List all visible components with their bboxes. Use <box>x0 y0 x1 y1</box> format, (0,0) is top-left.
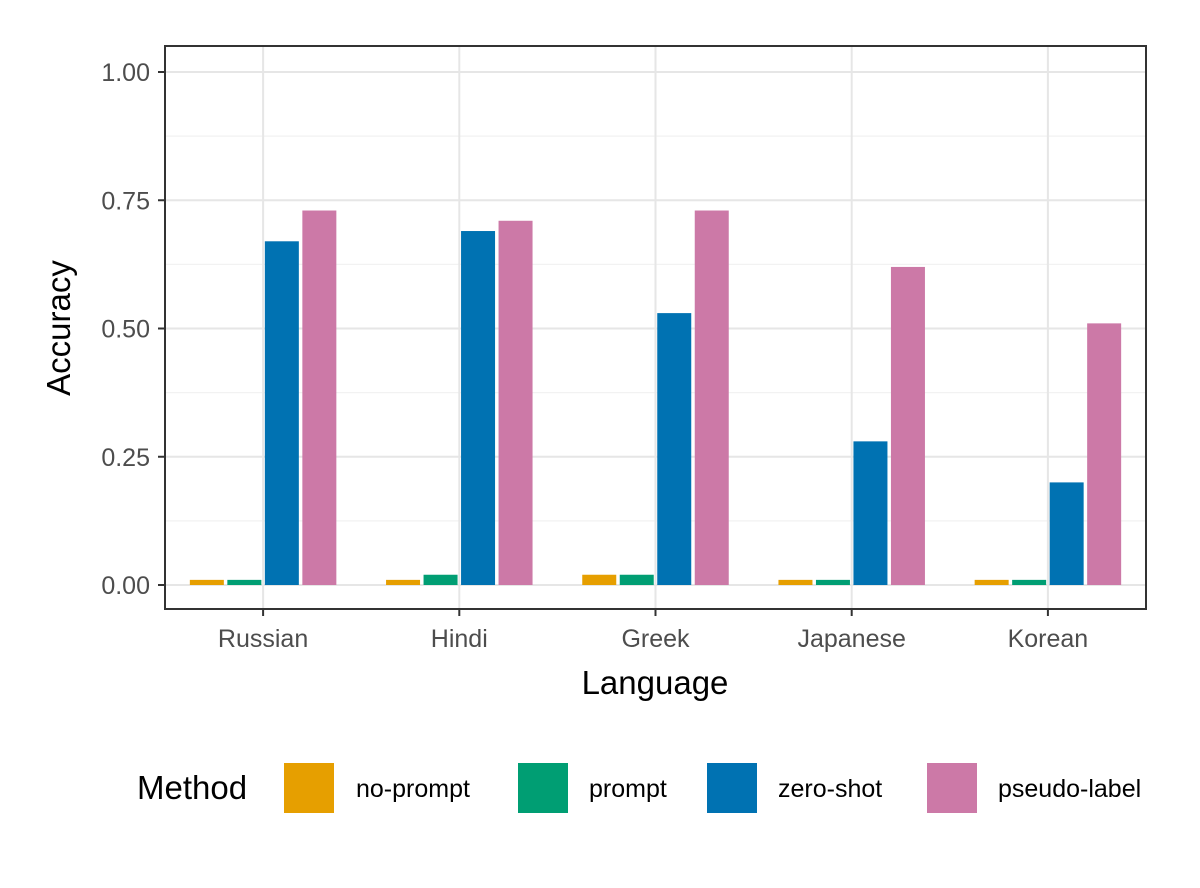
legend-label: pseudo-label <box>998 775 1141 803</box>
bar <box>778 579 813 585</box>
y-axis-label: Accuracy <box>40 260 77 396</box>
y-axis: 0.00 0.25 0.50 0.75 1.00 <box>101 59 165 600</box>
bar <box>264 241 299 586</box>
x-tick-label: Hindi <box>431 625 488 653</box>
bar <box>461 231 496 585</box>
x-axis-label: Language <box>582 664 729 701</box>
bar <box>227 579 262 585</box>
bar <box>815 579 850 585</box>
bar <box>619 574 654 585</box>
bar <box>853 441 888 585</box>
bar <box>1087 323 1122 585</box>
x-tick-label: Japanese <box>797 625 905 653</box>
bar <box>302 210 337 585</box>
x-axis: Russian Hindi Greek Japanese Korean <box>218 609 1088 653</box>
legend-key <box>518 763 568 813</box>
legend: Method no-prompt prompt zero-shot pseudo-la… <box>137 763 1141 813</box>
y-tick-label: 0.25 <box>101 444 150 472</box>
bar <box>582 574 617 585</box>
bar <box>498 220 533 585</box>
bar <box>974 579 1009 585</box>
legend-key <box>284 763 334 813</box>
bar <box>1049 482 1084 585</box>
legend-key <box>707 763 757 813</box>
bar <box>189 579 224 585</box>
bar <box>890 266 925 585</box>
y-tick-label: 1.00 <box>101 59 150 87</box>
bar <box>694 210 729 585</box>
legend-key <box>927 763 977 813</box>
bar <box>386 579 421 585</box>
y-tick-label: 0.00 <box>101 572 150 600</box>
bars <box>189 210 1122 586</box>
y-tick-label: 0.50 <box>101 316 150 344</box>
legend-label: prompt <box>589 775 667 803</box>
bar <box>1012 579 1047 585</box>
bar <box>657 313 692 585</box>
legend-label: zero-shot <box>778 775 882 803</box>
legend-label: no-prompt <box>356 775 470 803</box>
y-tick-label: 0.75 <box>101 187 150 215</box>
legend-title: Method <box>137 769 247 806</box>
x-tick-label: Russian <box>218 625 308 653</box>
bar <box>423 574 458 585</box>
x-tick-label: Greek <box>621 625 690 653</box>
x-tick-label: Korean <box>1008 625 1089 653</box>
